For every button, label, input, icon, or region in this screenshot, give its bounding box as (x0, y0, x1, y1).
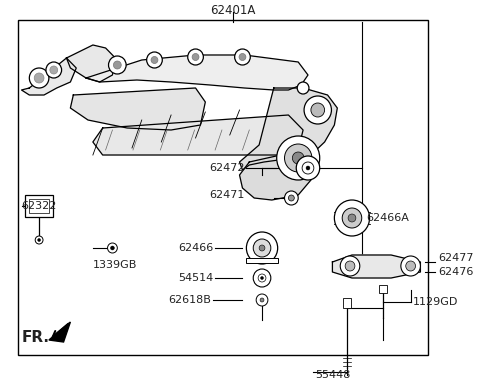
Circle shape (288, 195, 294, 201)
Circle shape (297, 82, 309, 94)
Circle shape (192, 54, 199, 60)
Circle shape (110, 246, 114, 250)
Circle shape (345, 261, 355, 271)
Circle shape (108, 243, 117, 253)
Circle shape (188, 49, 204, 65)
Polygon shape (240, 150, 315, 200)
Circle shape (246, 232, 277, 264)
Circle shape (253, 269, 271, 287)
Circle shape (147, 52, 162, 68)
Polygon shape (71, 88, 205, 130)
Circle shape (401, 256, 420, 276)
Circle shape (304, 96, 332, 124)
Circle shape (292, 152, 304, 164)
Circle shape (29, 68, 49, 88)
Polygon shape (333, 255, 420, 278)
Bar (343, 298, 351, 308)
Circle shape (406, 261, 416, 271)
Text: 62472: 62472 (209, 163, 244, 173)
Circle shape (335, 200, 370, 236)
Circle shape (306, 166, 310, 170)
Circle shape (285, 144, 312, 172)
Text: 62477: 62477 (438, 253, 473, 263)
Text: 54514: 54514 (178, 273, 213, 283)
Circle shape (311, 103, 324, 117)
Circle shape (46, 62, 61, 78)
Circle shape (258, 274, 266, 282)
Circle shape (342, 208, 362, 228)
Circle shape (256, 294, 268, 306)
Circle shape (296, 156, 320, 180)
Bar (379, 285, 387, 293)
Text: 62466A: 62466A (367, 213, 409, 223)
Polygon shape (240, 88, 337, 170)
Circle shape (34, 73, 44, 83)
Text: 62618B: 62618B (168, 295, 211, 305)
Text: FR.: FR. (22, 330, 49, 345)
Text: 62476: 62476 (438, 267, 473, 277)
Bar (25, 195, 53, 217)
Polygon shape (22, 58, 76, 95)
Circle shape (235, 49, 250, 65)
Circle shape (302, 162, 314, 174)
Circle shape (108, 56, 126, 74)
Bar (29, 199, 49, 213)
Text: 55448: 55448 (315, 370, 350, 380)
Text: 62401A: 62401A (210, 3, 255, 17)
Circle shape (253, 239, 271, 257)
Circle shape (348, 214, 356, 222)
Circle shape (340, 256, 360, 276)
Circle shape (285, 191, 298, 205)
Polygon shape (49, 322, 71, 342)
Circle shape (260, 298, 264, 302)
Text: 62471: 62471 (209, 190, 244, 200)
Text: 62466: 62466 (178, 243, 213, 253)
Circle shape (37, 238, 41, 241)
Circle shape (261, 276, 264, 280)
Bar (246, 258, 277, 263)
Circle shape (113, 61, 121, 69)
Text: 62322: 62322 (22, 201, 57, 211)
Polygon shape (67, 45, 115, 82)
Circle shape (276, 136, 320, 180)
Circle shape (151, 57, 158, 64)
Circle shape (35, 236, 43, 244)
Text: 1339GB: 1339GB (93, 260, 138, 270)
Circle shape (50, 66, 58, 74)
Circle shape (259, 245, 265, 251)
Bar (18, 20, 428, 355)
Circle shape (239, 54, 246, 60)
Text: 1129GD: 1129GD (413, 297, 458, 307)
Polygon shape (86, 55, 308, 90)
Polygon shape (93, 115, 303, 155)
